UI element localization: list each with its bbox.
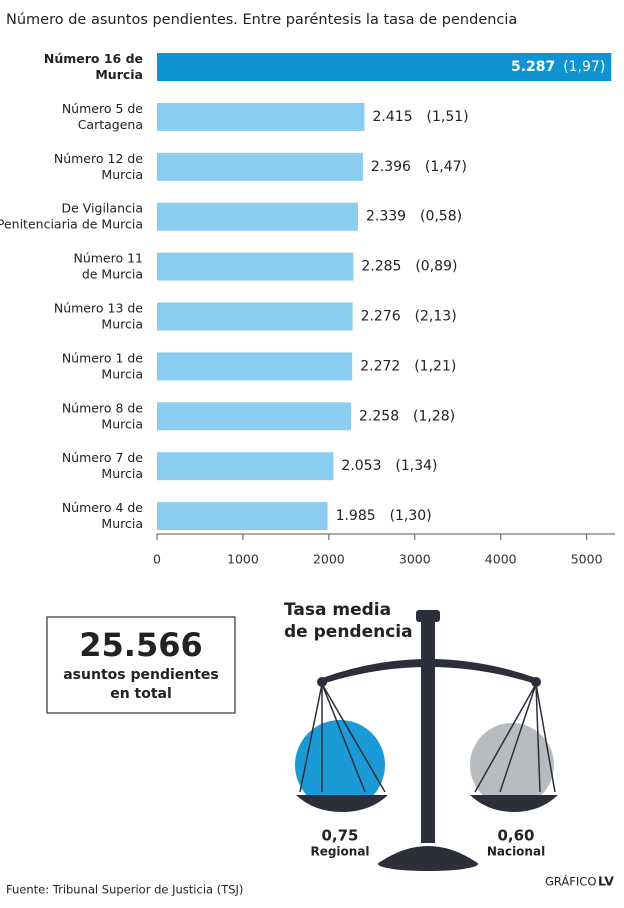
x-tick-label: 4000	[485, 552, 517, 567]
regional-label: Regional	[310, 845, 369, 859]
x-tick-label: 5000	[571, 552, 603, 567]
x-tick-label: 3000	[399, 552, 431, 567]
x-tick-label: 1000	[227, 552, 259, 567]
bar	[157, 53, 612, 81]
bar	[157, 502, 328, 531]
x-tick-label: 2000	[313, 552, 345, 567]
rate-label: (1,51)	[427, 109, 469, 125]
category-label: Número 1 de Murcia	[62, 350, 143, 381]
category-label: Número 12 de Murcia	[54, 150, 143, 181]
category-label: Número 11 de Murcia	[73, 250, 143, 281]
rate-label: (1,28)	[413, 408, 455, 424]
national-value: 0,60	[497, 827, 534, 845]
category-label: Número 7 de Murcia	[62, 450, 143, 481]
bar	[157, 452, 334, 481]
chart-title: Número de asuntos pendientes. Entre paré…	[6, 12, 517, 28]
bar-chart: Número 16 de Murcia (1,97) 5.287 Número 5 de…	[0, 51, 615, 567]
value-label: 1.985	[336, 508, 376, 524]
summary-text: asuntos pendientes en total	[63, 667, 219, 702]
x-tick-label: 0	[153, 552, 161, 567]
regional-value: 0,75	[321, 827, 358, 845]
category-label: Número 13 de Murcia	[54, 300, 143, 331]
summary-box	[46, 616, 236, 714]
value-label: 2.285	[361, 259, 401, 275]
bar	[157, 402, 352, 431]
value-label: 2.396	[371, 159, 411, 175]
rate-label: (2,13)	[415, 309, 457, 325]
value-label: 2.415	[373, 109, 413, 125]
category-label: Número 8 de Murcia	[62, 400, 143, 431]
source: Fuente: Tribunal Superior de Justicia (T…	[6, 883, 243, 897]
bar	[157, 252, 354, 281]
bar	[157, 102, 365, 131]
value-label: 2.258	[359, 408, 399, 424]
rate-label: (1,97)	[563, 59, 605, 75]
category-label: De Vigilancia Penitenciaria de Murcia	[0, 200, 143, 231]
rate-label: (0,89)	[415, 259, 457, 275]
rate-label: (0,58)	[420, 209, 462, 225]
rate-label: (1,21)	[414, 358, 456, 374]
rate-label: (1,47)	[425, 159, 467, 175]
bar	[157, 302, 353, 331]
value-label: 2.276	[361, 309, 401, 325]
national-label: Nacional	[487, 845, 545, 859]
value-label: 2.053	[341, 458, 381, 474]
rate-label: (1,30)	[390, 508, 432, 524]
rate-label: (1,34)	[395, 458, 437, 474]
scale-title: Tasa media de pendencia	[284, 600, 413, 642]
category-label: Número 16 de Murcia	[44, 51, 143, 82]
summary-total: 25.566	[79, 626, 202, 664]
category-label: Número 4 de Murcia	[62, 500, 143, 531]
value-label: 2.272	[360, 358, 400, 374]
credit-prefix: GRÁFICO	[545, 874, 596, 889]
bar	[157, 202, 358, 231]
scale-icon	[295, 610, 558, 871]
credit-brand: LV	[598, 874, 614, 889]
bar	[157, 152, 363, 181]
value-label: 2.339	[366, 209, 406, 225]
value-label: 5.287	[511, 59, 555, 75]
category-label: Número 5 de Cartagena	[62, 100, 143, 131]
bar	[157, 352, 353, 381]
